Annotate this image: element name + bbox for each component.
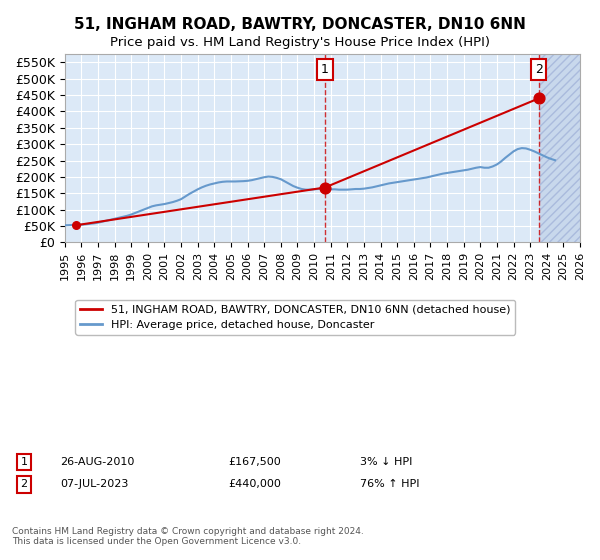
Point (534, 94, 544, 103)
Text: 2: 2 (20, 479, 28, 489)
Text: Price paid vs. HM Land Registry's House Price Index (HPI): Price paid vs. HM Land Registry's House … (110, 36, 490, 49)
Text: 3% ↓ HPI: 3% ↓ HPI (360, 457, 412, 467)
Text: 51, INGHAM ROAD, BAWTRY, DONCASTER, DN10 6NN: 51, INGHAM ROAD, BAWTRY, DONCASTER, DN10… (74, 17, 526, 32)
Text: 2: 2 (535, 63, 543, 76)
Polygon shape (539, 54, 580, 242)
Text: £440,000: £440,000 (228, 479, 281, 489)
Text: 76% ↑ HPI: 76% ↑ HPI (360, 479, 419, 489)
Point (71, 221, 80, 230)
Text: 07-JUL-2023: 07-JUL-2023 (60, 479, 128, 489)
Text: 1: 1 (20, 457, 28, 467)
Text: 1: 1 (321, 63, 329, 76)
Text: £167,500: £167,500 (228, 457, 281, 467)
Text: 26-AUG-2010: 26-AUG-2010 (60, 457, 134, 467)
Point (320, 183, 329, 192)
Text: Contains HM Land Registry data © Crown copyright and database right 2024.
This d: Contains HM Land Registry data © Crown c… (12, 526, 364, 546)
Point (320, 183, 329, 192)
Legend: 51, INGHAM ROAD, BAWTRY, DONCASTER, DN10 6NN (detached house), HPI: Average pric: 51, INGHAM ROAD, BAWTRY, DONCASTER, DN10… (76, 300, 515, 335)
Point (534, 94, 544, 103)
